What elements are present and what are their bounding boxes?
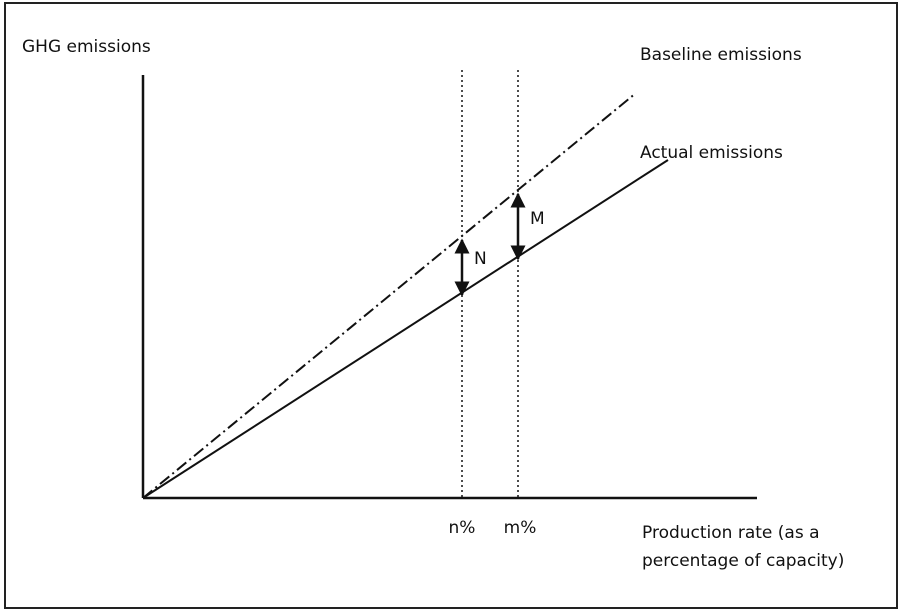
y-axis-label: GHG emissions — [22, 37, 151, 57]
x-axis-label: percentage of capacity) — [642, 551, 844, 571]
gap-label-n: N — [474, 249, 487, 269]
frame — [4, 2, 898, 609]
actual-label: Actual emissions — [640, 143, 783, 163]
gap-label-m: M — [530, 209, 545, 229]
actual-line — [142, 159, 669, 499]
baseline-label: Baseline emissions — [640, 45, 802, 65]
marker-label-n: n% — [449, 518, 476, 538]
marker-label-m: m% — [504, 518, 537, 538]
baseline-line — [142, 92, 637, 499]
x-axis-label: Production rate (as a — [642, 523, 820, 543]
